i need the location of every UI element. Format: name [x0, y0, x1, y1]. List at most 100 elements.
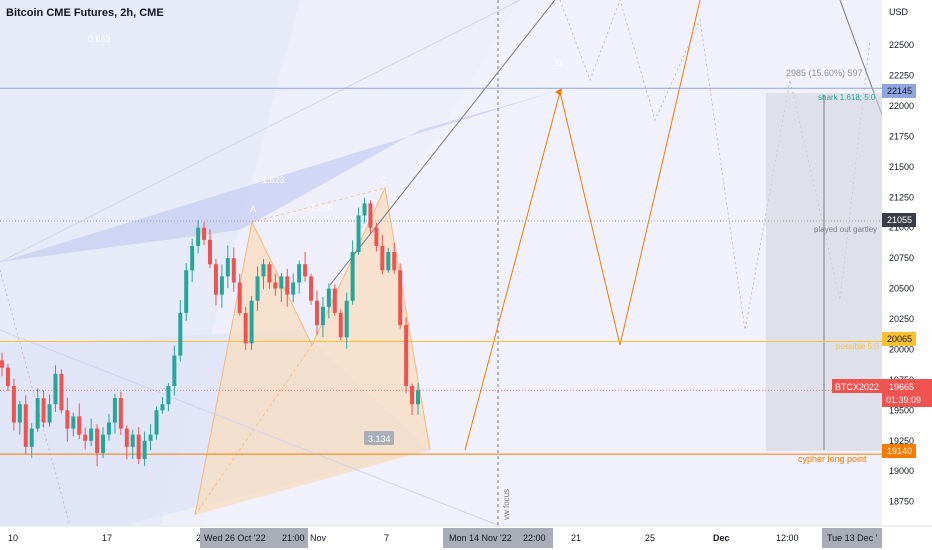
candle-body — [208, 239, 212, 265]
point-label-d: D — [556, 58, 563, 68]
candle-body — [326, 288, 331, 307]
candle-body — [285, 276, 290, 295]
candle-body — [53, 373, 58, 405]
candle-body — [237, 282, 242, 313]
projection-dotted-left — [0, 269, 71, 527]
point-label-c: C — [380, 175, 387, 185]
candle-body — [11, 385, 16, 423]
possible-label: possible 5:0 — [836, 342, 879, 351]
harmonic-diagonal-xb — [194, 344, 313, 516]
price-tick-20250: 20250 — [889, 314, 914, 324]
ratio-label-1623: 1.623 — [262, 175, 285, 185]
symbol-badge: BTCX2022 — [835, 382, 879, 392]
time-tick-10: 10 — [8, 533, 18, 543]
candle-body — [213, 264, 218, 295]
candle-body — [314, 300, 319, 326]
price-tick-19000: 19000 — [889, 466, 914, 476]
candle-body — [356, 215, 361, 253]
candle-body — [392, 252, 397, 271]
candle-body — [95, 428, 100, 453]
candle-body — [225, 258, 230, 277]
candle-body — [243, 312, 248, 344]
candle-body — [118, 398, 123, 429]
candle-body — [231, 258, 236, 283]
time-highlight-2200: 22:00 — [523, 533, 546, 543]
time-highlight-nov14-box — [443, 528, 553, 548]
time-tick-17: 17 — [102, 533, 112, 543]
time-tick-21: 21 — [571, 533, 581, 543]
price-tick-22000: 22000 — [889, 101, 914, 111]
candle-body — [202, 227, 207, 240]
candle-body — [368, 203, 373, 228]
candle-body — [398, 270, 403, 326]
price-label-20065: 20065 — [887, 334, 912, 344]
candle-body — [267, 264, 272, 283]
candle-body — [344, 300, 349, 338]
harmonic-wing-upper — [0, 90, 560, 262]
candle-body — [279, 276, 284, 289]
candle-body — [5, 367, 10, 386]
time-tick-dec: Dec — [713, 533, 730, 543]
countdown-label: 01:39:09 — [886, 395, 921, 405]
candle-body — [23, 404, 28, 447]
price-label-21055: 21055 — [887, 215, 912, 225]
price-label-19140: 19140 — [887, 446, 912, 456]
candle-body — [332, 288, 337, 313]
time-highlight-nov14: Mon 14 Nov '22 — [449, 533, 512, 543]
candle-body — [273, 282, 278, 289]
price-tick-20000: 20000 — [889, 344, 914, 354]
candle-body — [190, 245, 195, 271]
candle-body — [416, 390, 420, 405]
candle-body — [404, 325, 409, 386]
candle-body — [297, 264, 302, 283]
time-highlight-oct26-box — [200, 528, 308, 548]
candle-body — [410, 385, 415, 405]
candle-body — [303, 264, 308, 277]
candle-body — [362, 203, 367, 216]
price-tick-19500: 19500 — [889, 405, 914, 415]
price-label-19140-box — [882, 444, 916, 458]
projection-dotted-right — [559, 0, 871, 331]
price-tick-21500: 21500 — [889, 162, 914, 172]
candle-body — [219, 276, 224, 295]
candle-body — [59, 373, 64, 411]
time-tick-1200: 12:00 — [776, 533, 799, 543]
candle-body — [101, 434, 106, 453]
candle-body — [0, 360, 4, 368]
time-tick-25: 25 — [645, 533, 655, 543]
candle-body — [83, 434, 88, 441]
candle-body — [71, 416, 76, 429]
time-tick-7: 7 — [384, 533, 389, 543]
price-label-22145: 22145 — [887, 86, 912, 96]
price-tick-21250: 21250 — [889, 192, 914, 202]
candle-body — [124, 428, 129, 447]
price-tick-group: 22500 22250 22000 21750 21500 21250 21000 20750… — [889, 40, 914, 507]
time-tick-nov: Nov — [310, 533, 327, 543]
candle-body — [178, 312, 183, 356]
focus-label: vw focus — [502, 489, 511, 520]
price-tick-22500: 22500 — [889, 40, 914, 50]
price-tick-19250: 19250 — [889, 436, 914, 446]
candle-body — [261, 264, 266, 277]
price-tick-22250: 22250 — [889, 70, 914, 80]
candle-body — [320, 306, 325, 326]
chart-title: Bitcoin CME Futures, 2h, CME — [6, 7, 164, 19]
harmonic-diagonal-ac — [251, 187, 386, 223]
time-highlight-dec13-box — [822, 528, 882, 548]
price-tick-21000: 21000 — [889, 223, 914, 233]
candlestick-series — [0, 197, 420, 467]
projected-arrowhead — [555, 88, 562, 96]
candle-body — [309, 276, 314, 301]
candle-body — [142, 440, 147, 460]
shark-label: shark 1.618; 5:0 — [818, 93, 876, 102]
price-tick-20750: 20750 — [889, 253, 914, 263]
symbol-badge-box — [832, 379, 882, 393]
ratio-label-0863: 0.863 — [88, 34, 111, 44]
candle-body — [17, 404, 22, 423]
time-highlight-dec13: Tue 13 Dec ' — [827, 533, 878, 543]
price-tick-20500: 20500 — [889, 284, 914, 294]
candle-body — [136, 434, 141, 460]
candle-body — [374, 227, 379, 246]
candle-body — [112, 398, 117, 423]
